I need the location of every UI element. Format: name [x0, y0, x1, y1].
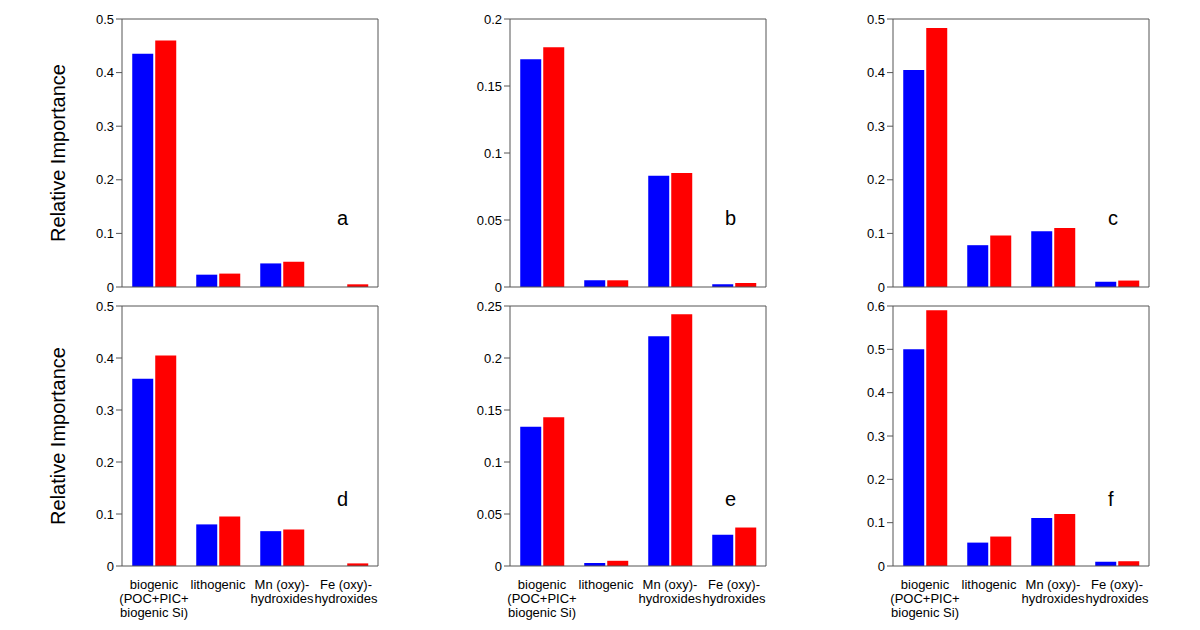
svg-text:Fe (oxy)-hydroxides: Fe (oxy)-hydroxides — [1086, 577, 1149, 606]
svg-text:0.05: 0.05 — [477, 213, 502, 228]
svg-text:Relative Importance: Relative Importance — [47, 64, 69, 242]
svg-text:0.5: 0.5 — [867, 12, 885, 27]
html-text:b: b — [725, 206, 737, 229]
svg-text:0.1: 0.1 — [96, 226, 114, 241]
svg-text:0.2: 0.2 — [484, 351, 502, 366]
svg-text:0.4: 0.4 — [867, 65, 885, 80]
svg-text:0.3: 0.3 — [96, 403, 114, 418]
html-text:e: e — [725, 488, 737, 510]
svg-text:0.4: 0.4 — [96, 351, 114, 366]
svg-text:0.2: 0.2 — [484, 12, 502, 27]
svg-text:biogenic(POC+PIC+biogenic Si): biogenic(POC+PIC+biogenic Si) — [507, 577, 576, 620]
svg-text:0.2: 0.2 — [96, 172, 114, 187]
svg-text:0: 0 — [107, 559, 114, 574]
svg-text:Mn (oxy)-hydroxides: Mn (oxy)-hydroxides — [1022, 577, 1085, 606]
svg-text:0.2: 0.2 — [867, 172, 885, 187]
svg-text:0.1: 0.1 — [96, 507, 114, 522]
svg-text:0.5: 0.5 — [96, 299, 114, 314]
svg-text:0.6: 0.6 — [867, 299, 885, 314]
svg-text:0.5: 0.5 — [96, 12, 114, 27]
svg-text:0.05: 0.05 — [477, 507, 502, 522]
svg-text:0.3: 0.3 — [867, 119, 885, 134]
svg-text:0.1: 0.1 — [867, 226, 885, 241]
svg-text:0.3: 0.3 — [867, 429, 885, 444]
html-text:d: d — [337, 488, 349, 510]
svg-text:0.15: 0.15 — [477, 79, 502, 94]
svg-text:Mn (oxy)-hydroxides: Mn (oxy)-hydroxides — [639, 577, 702, 606]
svg-text:0.2: 0.2 — [96, 455, 114, 470]
svg-text:lithogenic: lithogenic — [191, 577, 246, 592]
svg-text:lithogenic: lithogenic — [579, 577, 634, 592]
svg-text:0: 0 — [495, 559, 502, 574]
svg-text:0.1: 0.1 — [484, 146, 502, 161]
svg-text:Fe (oxy)-hydroxides: Fe (oxy)-hydroxides — [703, 577, 766, 606]
svg-text:0: 0 — [107, 280, 114, 295]
svg-text:0: 0 — [878, 559, 885, 574]
svg-text:0.1: 0.1 — [867, 515, 885, 530]
svg-text:Mn (oxy)-hydroxides: Mn (oxy)-hydroxides — [251, 577, 314, 606]
svg-text:Relative Importance: Relative Importance — [47, 347, 69, 525]
svg-text:0.4: 0.4 — [867, 385, 885, 400]
svg-text:0.25: 0.25 — [477, 299, 502, 314]
svg-text:biogenic(POC+PIC+biogenic Si): biogenic(POC+PIC+biogenic Si) — [890, 577, 959, 620]
html-text:c: c — [1108, 206, 1118, 229]
svg-text:0.15: 0.15 — [477, 403, 502, 418]
svg-text:0.5: 0.5 — [867, 342, 885, 357]
svg-text:0.4: 0.4 — [96, 65, 114, 80]
svg-text:0: 0 — [878, 280, 885, 295]
svg-text:0.2: 0.2 — [867, 472, 885, 487]
svg-text:0.3: 0.3 — [96, 119, 114, 134]
svg-text:0.1: 0.1 — [484, 455, 502, 470]
svg-text:lithogenic: lithogenic — [962, 577, 1017, 592]
svg-text:Fe (oxy)-hydroxides: Fe (oxy)-hydroxides — [315, 577, 378, 606]
svg-text:0: 0 — [495, 280, 502, 295]
svg-text:biogenic(POC+PIC+biogenic Si): biogenic(POC+PIC+biogenic Si) — [119, 577, 188, 620]
html-text:f: f — [1108, 488, 1114, 510]
html-text:a: a — [337, 206, 349, 229]
